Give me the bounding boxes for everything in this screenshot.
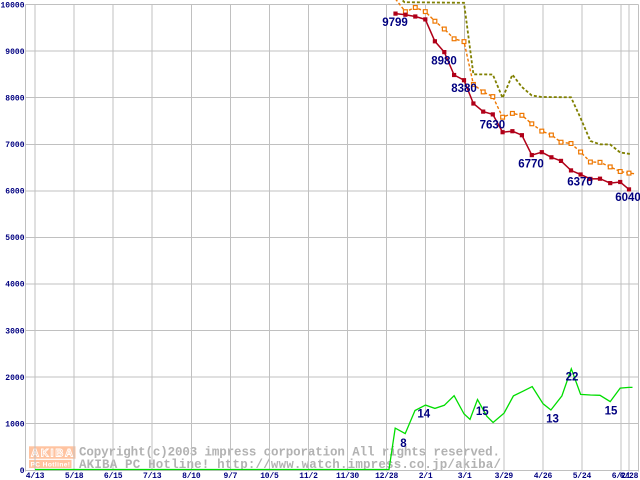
svg-text:12/28: 12/28 <box>375 472 398 480</box>
svg-text:6/28: 6/28 <box>620 472 639 480</box>
svg-text:9799: 9799 <box>382 17 408 29</box>
svg-text:3/29: 3/29 <box>495 472 514 480</box>
svg-text:10000: 10000 <box>0 1 24 10</box>
svg-text:9/7: 9/7 <box>223 472 237 480</box>
svg-text:Copyright(c)2003 impress corpo: Copyright(c)2003 impress corporation All… <box>79 445 500 459</box>
svg-text:6770: 6770 <box>518 159 544 171</box>
svg-text:7630: 7630 <box>480 119 506 131</box>
svg-text:AKIBA: AKIBA <box>31 448 73 460</box>
svg-text:4/26: 4/26 <box>534 472 553 480</box>
svg-text:6000: 6000 <box>5 188 24 197</box>
svg-text:2000: 2000 <box>5 374 24 383</box>
svg-text:5/24: 5/24 <box>573 472 592 480</box>
svg-text:5000: 5000 <box>5 234 24 243</box>
svg-text:14: 14 <box>417 409 430 421</box>
svg-text:7/13: 7/13 <box>143 472 162 480</box>
svg-text:8: 8 <box>400 438 407 450</box>
svg-text:22: 22 <box>566 372 579 384</box>
svg-text:1000: 1000 <box>5 420 24 429</box>
svg-text:6/15: 6/15 <box>104 472 123 480</box>
svg-text:6370: 6370 <box>567 177 593 189</box>
svg-text:13: 13 <box>546 414 559 426</box>
svg-text:3000: 3000 <box>5 327 24 336</box>
svg-text:5/18: 5/18 <box>65 472 84 480</box>
svg-text:11/30: 11/30 <box>336 472 359 480</box>
svg-text:8980: 8980 <box>431 55 457 67</box>
svg-text:9000: 9000 <box>5 48 24 57</box>
svg-text:15: 15 <box>476 406 489 418</box>
svg-text:2/1: 2/1 <box>419 472 433 480</box>
svg-text:6040: 6040 <box>615 192 640 204</box>
svg-text:AKIBA PC Hotline! http://www.: AKIBA PC Hotline! http://www.watch.impre… <box>79 458 501 472</box>
svg-text:7000: 7000 <box>5 141 24 150</box>
svg-text:4000: 4000 <box>5 281 24 290</box>
svg-text:3/1: 3/1 <box>458 472 472 480</box>
svg-text:PC Hotline!: PC Hotline! <box>31 462 71 469</box>
svg-text:8000: 8000 <box>5 94 24 103</box>
svg-text:8/10: 8/10 <box>182 472 201 480</box>
svg-text:8380: 8380 <box>451 83 477 95</box>
svg-text:10/5: 10/5 <box>260 472 279 480</box>
svg-text:6/21: 6/21 <box>612 472 631 480</box>
svg-text:11/2: 11/2 <box>299 472 318 480</box>
svg-text:0: 0 <box>20 467 25 476</box>
svg-text:15: 15 <box>605 406 618 418</box>
svg-text:4/13: 4/13 <box>26 472 45 480</box>
